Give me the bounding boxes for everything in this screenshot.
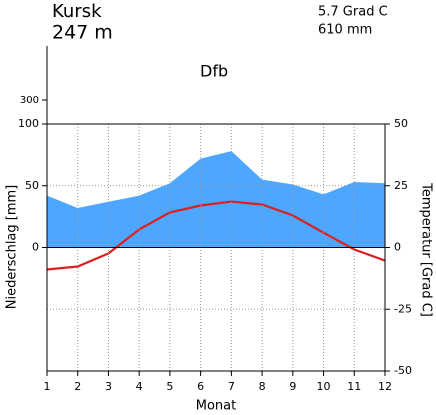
x-tick-label: 2 <box>74 380 81 393</box>
temperature-line <box>46 200 386 271</box>
x-tick-label: 4 <box>136 380 143 393</box>
elevation: 247 m <box>52 22 113 44</box>
y-axis-label: Niederschlag [mm] <box>5 185 20 310</box>
y2-tick-label: 25 <box>394 179 408 192</box>
y-tick-label: 100 <box>18 117 39 130</box>
y2-axis-label: Temperatur [Grad C] <box>419 182 434 317</box>
y2-tick-label: 0 <box>394 241 401 254</box>
climate-class: Dfb <box>200 62 228 81</box>
x-tick-label: 12 <box>378 380 392 393</box>
y-tick-label: 0 <box>32 241 39 254</box>
precipitation-area <box>47 151 385 248</box>
x-tick-label: 10 <box>317 380 331 393</box>
x-tick-label: 8 <box>259 380 266 393</box>
station: Kursk <box>52 1 102 22</box>
y2-tick-label: 50 <box>394 117 408 130</box>
x-tick-label: 7 <box>228 380 235 393</box>
y2-tick-label: -50 <box>394 364 412 377</box>
x-tick-label: 9 <box>289 380 296 393</box>
x-tick-label: 5 <box>166 380 173 393</box>
x-tick-label: 1 <box>44 380 51 393</box>
x-tick-label: 6 <box>197 380 204 393</box>
mean-temperature: 5.7 Grad C <box>318 5 388 20</box>
x-axis-label: Monat <box>196 399 236 414</box>
x-tick-label: 11 <box>347 380 361 393</box>
y-upper-tick-label: 300 <box>20 95 39 106</box>
x-tick-label: 3 <box>105 380 112 393</box>
annual-precipitation: 610 mm <box>318 23 372 38</box>
y-tick-label: 50 <box>25 179 39 192</box>
plot-frame <box>46 123 386 372</box>
y2-tick-label: -25 <box>394 302 412 315</box>
